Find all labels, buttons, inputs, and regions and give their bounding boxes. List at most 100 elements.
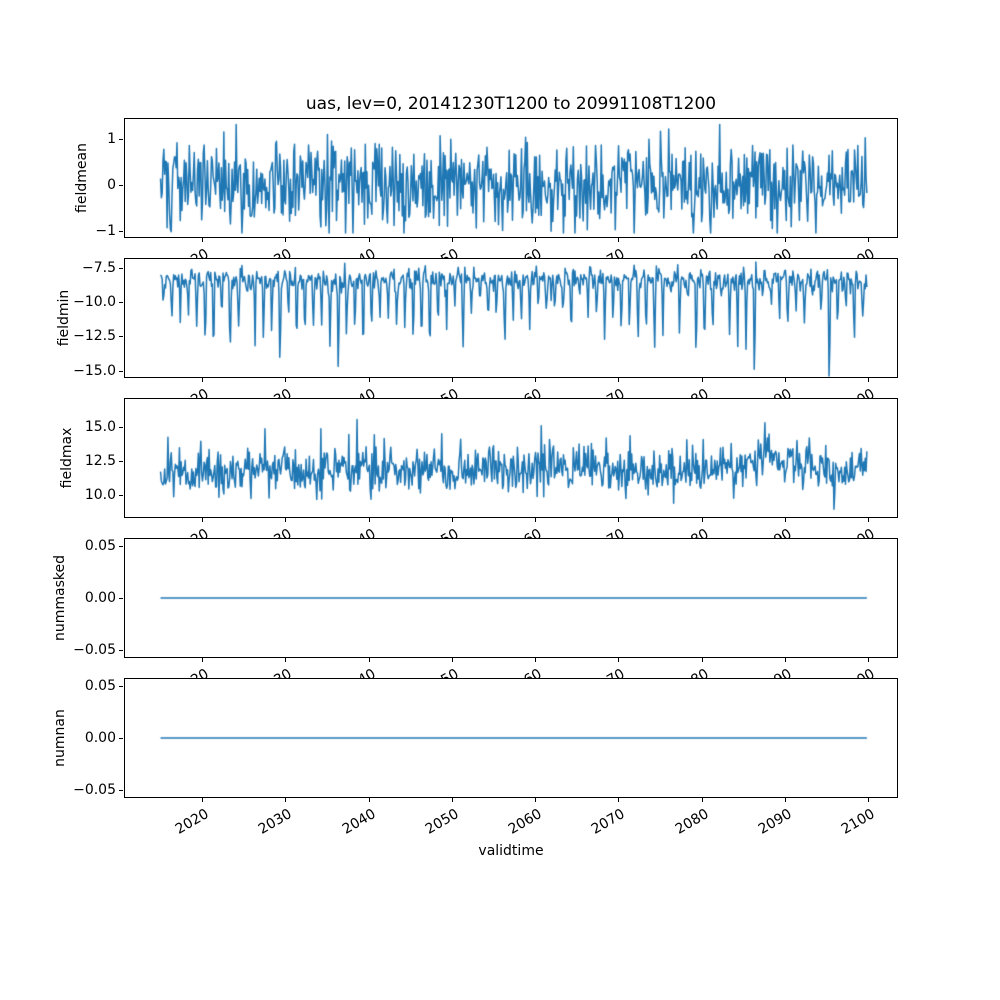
x-tick bbox=[702, 238, 703, 242]
x-tick bbox=[452, 378, 453, 382]
x-tick bbox=[618, 798, 619, 802]
y-tick bbox=[119, 302, 123, 303]
x-tick bbox=[202, 518, 203, 522]
x-tick bbox=[702, 518, 703, 522]
x-tick bbox=[452, 798, 453, 802]
y-tick bbox=[119, 461, 123, 462]
y-tick-label: 0 bbox=[107, 177, 116, 193]
y-tick-label: −10.0 bbox=[73, 294, 116, 310]
line-series-nummasked bbox=[125, 539, 897, 657]
x-tick bbox=[868, 798, 869, 802]
x-tick-label: 2040 bbox=[335, 803, 379, 838]
y-axis-label-nummasked: nummasked bbox=[52, 554, 68, 642]
y-tick bbox=[119, 185, 123, 186]
x-tick bbox=[202, 238, 203, 242]
y-tick-label: −7.5 bbox=[82, 260, 116, 276]
x-tick bbox=[369, 658, 370, 662]
x-tick bbox=[369, 518, 370, 522]
x-tick bbox=[535, 238, 536, 242]
x-tick bbox=[285, 238, 286, 242]
x-tick bbox=[702, 378, 703, 382]
x-tick bbox=[202, 658, 203, 662]
x-tick bbox=[285, 518, 286, 522]
x-tick bbox=[452, 518, 453, 522]
x-tick-label-text: 2080 bbox=[673, 806, 712, 838]
y-tick-label: −15.0 bbox=[73, 363, 116, 379]
y-tick bbox=[119, 738, 123, 739]
y-tick bbox=[119, 268, 123, 269]
y-axis-label-fieldmean: fieldmean bbox=[74, 143, 90, 213]
x-tick bbox=[452, 658, 453, 662]
y-tick-label: 0.00 bbox=[84, 730, 116, 746]
y-tick-label: 12.5 bbox=[84, 453, 116, 469]
x-tick bbox=[868, 518, 869, 522]
x-tick bbox=[785, 658, 786, 662]
x-axis-label: validtime bbox=[478, 843, 544, 859]
x-tick bbox=[785, 238, 786, 242]
x-tick bbox=[452, 238, 453, 242]
x-tick bbox=[285, 658, 286, 662]
x-tick-label: 2100 bbox=[834, 803, 878, 838]
x-tick-label: 2020 bbox=[168, 803, 212, 838]
y-axis-label-fieldmax: fieldmax bbox=[59, 427, 75, 489]
y-axis-label-numnan: numnan bbox=[52, 709, 68, 767]
y-tick-label: −1 bbox=[95, 223, 116, 239]
x-tick bbox=[369, 378, 370, 382]
x-tick-label-text: 2090 bbox=[756, 806, 795, 838]
x-tick bbox=[702, 658, 703, 662]
y-tick bbox=[119, 231, 123, 232]
x-tick-label-text: 2070 bbox=[589, 806, 628, 838]
x-tick-label: 2030 bbox=[251, 803, 295, 838]
x-tick bbox=[202, 378, 203, 382]
y-axis-label-fieldmin: fieldmin bbox=[56, 289, 72, 347]
y-tick-label: 15.0 bbox=[84, 419, 116, 435]
chart-title: uas, lev=0, 20141230T1200 to 20991108T12… bbox=[305, 94, 717, 114]
y-tick bbox=[119, 790, 123, 791]
y-tick bbox=[119, 546, 123, 547]
x-tick-label-text: 2100 bbox=[839, 806, 878, 838]
y-tick-label: 1 bbox=[107, 131, 116, 147]
y-tick bbox=[119, 427, 123, 428]
y-tick bbox=[119, 371, 123, 372]
x-tick-label: 2060 bbox=[501, 803, 545, 838]
x-tick bbox=[785, 378, 786, 382]
y-tick-label: −12.5 bbox=[73, 328, 116, 344]
x-tick-label-text: 2040 bbox=[340, 806, 379, 838]
x-tick bbox=[618, 378, 619, 382]
y-tick bbox=[119, 336, 123, 337]
x-tick bbox=[868, 658, 869, 662]
y-tick bbox=[119, 598, 123, 599]
y-tick-label: 0.05 bbox=[84, 678, 116, 694]
x-tick bbox=[369, 798, 370, 802]
x-tick-label: 2080 bbox=[668, 803, 712, 838]
x-tick bbox=[285, 378, 286, 382]
x-tick bbox=[369, 238, 370, 242]
y-tick bbox=[119, 139, 123, 140]
x-tick bbox=[535, 378, 536, 382]
x-tick bbox=[868, 238, 869, 242]
x-tick bbox=[285, 798, 286, 802]
line-series-fieldmin bbox=[125, 259, 897, 377]
x-tick bbox=[202, 798, 203, 802]
y-tick-label: 0.00 bbox=[84, 590, 116, 606]
line-series-numnan bbox=[125, 679, 897, 797]
x-tick-label-text: 2050 bbox=[423, 806, 462, 838]
subplot-nummasked bbox=[124, 538, 898, 658]
x-tick bbox=[785, 518, 786, 522]
x-tick bbox=[702, 798, 703, 802]
line-series-fieldmean bbox=[125, 119, 897, 237]
x-tick bbox=[535, 518, 536, 522]
y-tick bbox=[119, 686, 123, 687]
x-tick bbox=[868, 378, 869, 382]
subplot-numnan bbox=[124, 678, 898, 798]
y-tick bbox=[119, 495, 123, 496]
x-tick-label: 2090 bbox=[751, 803, 795, 838]
y-tick bbox=[119, 650, 123, 651]
x-tick bbox=[618, 658, 619, 662]
x-tick-label-text: 2020 bbox=[173, 806, 212, 838]
y-tick-label: 10.0 bbox=[84, 487, 116, 503]
x-tick bbox=[785, 798, 786, 802]
x-tick-label-text: 2060 bbox=[506, 806, 545, 838]
line-series-fieldmax bbox=[125, 399, 897, 517]
